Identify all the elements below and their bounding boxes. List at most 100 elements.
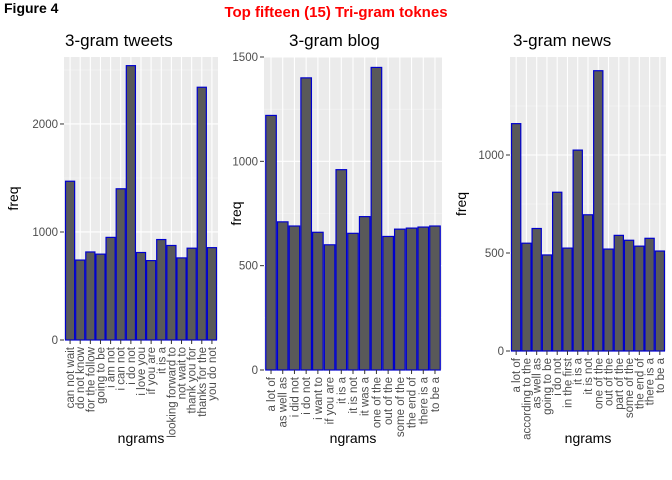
y-tick-label: 500 [239,261,258,273]
y-tick-label: 1500 [232,52,258,64]
x-tick-label: thank you for [187,347,199,414]
x-tick-label: i am not [106,346,118,388]
y-tick-label: 1000 [232,156,258,168]
bar [115,188,126,341]
y-tick-label: 1000 [32,227,58,239]
x-tick-label: it was a [360,376,372,416]
bar [145,260,157,341]
bar [85,251,96,341]
y-tick-label: 0 [498,346,504,358]
bar [300,77,313,371]
bar [644,237,655,352]
x-tick-label: it is a [336,376,348,403]
bar [593,70,604,352]
bar [562,247,573,352]
x-tick-label: to be a [430,376,442,412]
x-axis-title: ngrams [565,430,612,446]
bar [206,247,218,341]
x-tick-label: there is a [418,376,430,424]
bar [276,221,289,371]
bar [551,191,563,352]
x-tick-label: thanks for the [197,347,209,417]
x-tick-label: i did not [289,376,301,417]
x-tick-label: i do not [301,376,313,415]
bar [311,231,324,371]
x-tick-label: out of the [383,377,395,425]
x-tick-label: according to the [521,358,533,440]
x-tick-label: do not know [75,346,87,409]
x-tick-label: if you are [146,347,158,394]
x-tick-label: in the first [562,357,574,408]
bar [358,216,371,371]
x-tick-label: i can not [116,346,128,390]
x-tick-label: some of the [395,377,407,437]
x-tick-label: if you are [325,377,337,424]
y-axis-title: freq [5,186,21,210]
y-tick-label: 500 [485,248,504,260]
x-tick-label: going to be [95,347,107,404]
bar [613,234,625,352]
x-axis-title: ngrams [118,430,165,446]
bar [288,225,301,371]
bar [603,248,614,352]
bar [323,244,336,371]
x-tick-label: there is a [645,357,657,405]
chart-title: 3-gram blog [289,31,380,50]
bar [654,250,666,352]
bar [335,169,348,371]
bar [95,253,106,341]
x-tick-label: as well as [278,377,290,428]
x-tick-label: i love you [136,347,148,396]
y-tick-label: 0 [252,365,258,377]
chart-title: 3-gram news [513,31,611,50]
y-axis-title: freq [228,201,244,225]
x-tick-label: not wait to [177,347,189,399]
figure-label: Figure 4 [4,0,59,16]
bar [125,65,137,341]
bar [572,149,583,352]
x-tick-label: looking forward to [166,347,178,438]
x-tick-label: out of the [604,358,616,406]
x-tick-label: a lot of [266,376,278,411]
x-tick-label: it is a [573,357,585,384]
x-tick-label: it is a [156,346,168,373]
bar [417,226,430,371]
x-tick-label: i do not [552,357,564,396]
bar [623,239,635,352]
x-tick-label: a lot of [511,357,523,392]
bar [582,214,594,352]
x-tick-label: to be a [655,357,667,393]
bar [510,123,522,352]
bar [64,180,76,341]
x-axis-title: ngrams [330,430,377,446]
x-tick-label: the end of [407,376,419,428]
bar [521,242,532,352]
bar [347,232,359,371]
bar [105,236,116,341]
bar [429,225,441,371]
bar [531,227,542,352]
x-tick-label: part of the [614,358,626,410]
bar [156,238,167,341]
bar [265,114,277,371]
x-tick-label: one of the [371,377,383,428]
x-tick-label: i do not [126,346,138,385]
x-tick-label: can not wait [65,346,77,408]
bar [382,235,395,371]
x-tick-label: as well as [532,358,544,409]
bar [370,66,383,371]
bar [166,244,177,341]
x-tick-label: it is not [583,357,595,394]
y-tick-label: 2000 [32,119,58,131]
y-tick-label: 1000 [478,150,504,162]
bar [634,245,645,352]
bar [176,257,187,341]
x-tick-label: going to be [542,358,554,415]
y-axis-title: freq [453,192,469,216]
bar [405,227,418,371]
x-tick-label: the end of [634,357,646,409]
